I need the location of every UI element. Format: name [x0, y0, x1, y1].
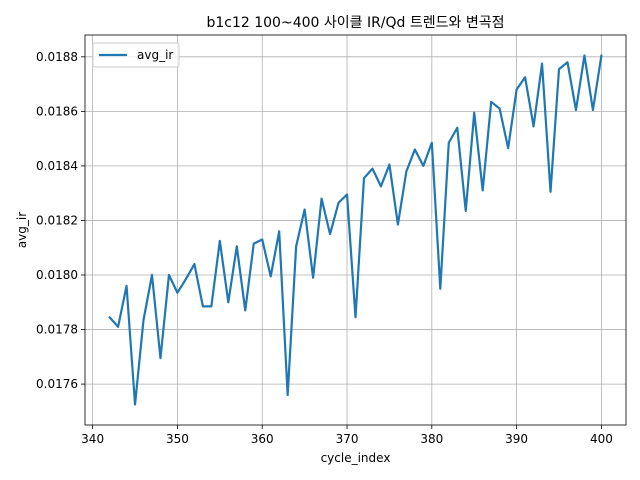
y-tick-label: 0.0176: [36, 377, 78, 391]
x-tick-label: 390: [505, 432, 528, 446]
x-tick-label: 380: [420, 432, 443, 446]
plot-frame: [84, 34, 627, 426]
x-tick-label: 400: [590, 432, 613, 446]
y-tick-label: 0.0186: [36, 104, 78, 118]
legend-label-avg-ir: avg_ir: [137, 48, 173, 62]
x-tick-label: 370: [336, 432, 359, 446]
y-tick-label: 0.0182: [36, 213, 78, 227]
x-tick-label: 350: [166, 432, 189, 446]
y-tick-label: 0.0188: [36, 50, 78, 64]
series-layer: [108, 54, 603, 406]
legend-box: [92, 42, 180, 68]
series-line-avg-ir: [108, 54, 603, 406]
y-axis-ticks: 0.0176 0.0178 0.0180 0.0182 0.0184 0.0186 0.01…: [36, 50, 85, 391]
y-tick-label: 0.0178: [36, 323, 78, 337]
chart-title: b1c12 100~400 사이클 IR/Qd 트렌드와 변곡점: [206, 15, 504, 31]
y-tick-label: 0.0184: [36, 159, 78, 173]
x-axis-label: cycle_index: [321, 451, 391, 465]
x-tick-label: 340: [81, 432, 104, 446]
y-tick-label: 0.0180: [36, 268, 78, 282]
y-axis-label: avg_ir: [15, 212, 29, 248]
x-axis-ticks: 340 350 360 370 380 390 400: [81, 425, 613, 446]
x-tick-label: 360: [251, 432, 274, 446]
legend: avg_ir: [92, 42, 180, 68]
